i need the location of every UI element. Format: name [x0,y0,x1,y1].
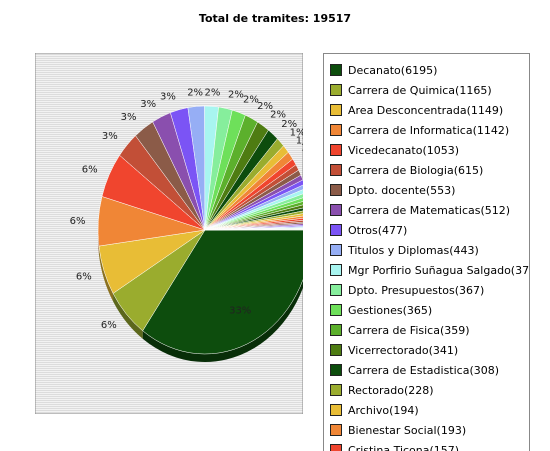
legend-item: Carrera de Matematicas(512) [330,200,510,220]
legend-swatch [330,344,342,356]
legend-swatch [330,244,342,256]
legend: Decanato(6195) Carrera de Quimica(1165) Ar… [323,53,530,451]
legend-item: Area Desconcentrada(1149) [330,100,503,120]
legend-label: Titulos y Diplomas(443) [348,244,479,257]
legend-label: Carrera de Estadistica(308) [348,364,499,377]
legend-label: Carrera de Matematicas(512) [348,204,510,217]
legend-label: Carrera de Biologia(615) [348,164,483,177]
slice-5-percent-label: 3% [102,131,118,142]
legend-swatch [330,184,342,196]
legend-item: Dpto. docente(553) [330,180,455,200]
legend-swatch [330,404,342,416]
legend-label: Vicerrectorado(341) [348,344,458,357]
slice-1-percent-label: 6% [101,320,117,331]
legend-swatch [330,204,342,216]
legend-label: Archivo(194) [348,404,419,417]
slice-9-percent-label: 2% [187,88,203,99]
legend-swatch [330,104,342,116]
legend-label: Carrera de Fisica(359) [348,324,470,337]
legend-item: Otros(477) [330,220,407,240]
legend-swatch [330,424,342,436]
legend-item: Bienestar Social(193) [330,420,466,440]
legend-label: Gestiones(365) [348,304,432,317]
legend-label: Vicedecanato(1053) [348,144,459,157]
slice-18-percent-label: 1% [301,143,303,154]
legend-item: Cristina Ticona(157) [330,440,459,451]
legend-swatch [330,384,342,396]
slice-10-percent-label: 2% [204,87,220,98]
legend-item: Carrera de Biologia(615) [330,160,483,180]
legend-label: Dpto. Presupuestos(367) [348,284,484,297]
legend-label: Decanato(6195) [348,64,437,77]
slice-3-percent-label: 6% [70,216,86,227]
slice-11-percent-label: 2% [228,90,244,101]
legend-item: Carrera de Informatica(1142) [330,120,509,140]
legend-label: Otros(477) [348,224,407,237]
legend-label: Bienestar Social(193) [348,424,466,437]
legend-item: Vicedecanato(1053) [330,140,459,160]
legend-item: Rectorado(228) [330,380,434,400]
legend-item: Archivo(194) [330,400,419,420]
legend-swatch [330,224,342,236]
slice-6-percent-label: 3% [121,112,137,123]
slice-2-percent-label: 6% [76,271,92,282]
legend-label: Rectorado(228) [348,384,434,397]
pie-chart: 33%6%6%6%6%3%3%3%3%2%2%2%2%2%2%2%1%1%1%1… [35,53,303,414]
legend-item: Gestiones(365) [330,300,432,320]
slice-8-percent-label: 3% [160,91,176,102]
slice-7-percent-label: 3% [140,99,156,110]
legend-swatch [330,264,342,276]
legend-item: Carrera de Estadistica(308) [330,360,499,380]
legend-label: Carrera de Informatica(1142) [348,124,509,137]
legend-swatch [330,364,342,376]
legend-item: Carrera de Quimica(1165) [330,80,492,100]
legend-label: Area Desconcentrada(1149) [348,104,503,117]
slice-0-percent-label: 33% [229,305,251,316]
legend-label: Carrera de Quimica(1165) [348,84,492,97]
legend-label: Dpto. docente(553) [348,184,455,197]
legend-swatch [330,124,342,136]
legend-item: Decanato(6195) [330,60,437,80]
legend-item: Vicerrectorado(341) [330,340,458,360]
legend-item: Dpto. Presupuestos(367) [330,280,484,300]
chart-title: Total de tramites: 19517 [0,12,550,25]
legend-swatch [330,284,342,296]
legend-label: Mgr Porfirio Suñagua Salgado(373) [348,264,530,277]
legend-swatch [330,84,342,96]
legend-item: Titulos y Diplomas(443) [330,240,479,260]
pie-plot-area: 33%6%6%6%6%3%3%3%3%2%2%2%2%2%2%2%1%1%1%1… [35,53,303,414]
slice-4-percent-label: 6% [82,164,98,175]
legend-swatch [330,304,342,316]
legend-swatch [330,164,342,176]
legend-swatch [330,64,342,76]
legend-swatch [330,324,342,336]
legend-item: Carrera de Fisica(359) [330,320,470,340]
legend-item: Mgr Porfirio Suñagua Salgado(373) [330,260,530,280]
legend-swatch [330,144,342,156]
